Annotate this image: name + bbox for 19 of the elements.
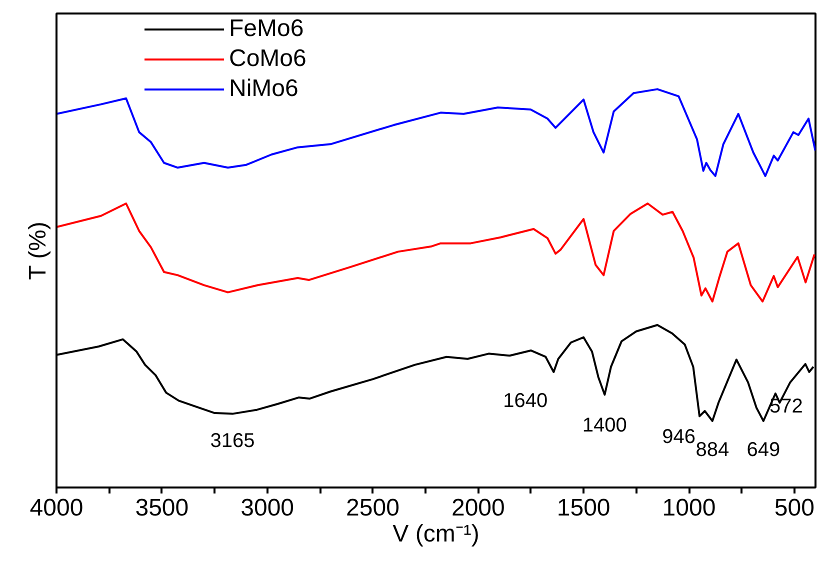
x-tick-label: 1000 (662, 494, 716, 522)
x-tick-label: 3000 (240, 494, 294, 522)
x-tick-label: 3500 (135, 494, 189, 522)
legend-label: CoMo6 (229, 45, 306, 73)
annotation: 1640 (503, 390, 548, 412)
annotation: 1400 (582, 414, 627, 437)
x-tick-label: 1500 (556, 494, 610, 522)
x-tick-label: 2000 (451, 494, 505, 522)
annotation: 3165 (210, 430, 255, 452)
annotation: 884 (696, 438, 730, 461)
x-tick-label: 2500 (346, 494, 400, 522)
x-tick-label: 500 (774, 494, 814, 522)
y-axis-title: T (%) (24, 222, 52, 280)
x-tick-label: 4000 (30, 494, 84, 522)
annotation: 649 (746, 438, 780, 461)
legend-label: NiMo6 (229, 75, 298, 103)
x-axis-title: V (cm⁻¹) (392, 520, 480, 548)
legend-label: FeMo6 (229, 15, 304, 43)
annotation: 946 (662, 426, 696, 448)
